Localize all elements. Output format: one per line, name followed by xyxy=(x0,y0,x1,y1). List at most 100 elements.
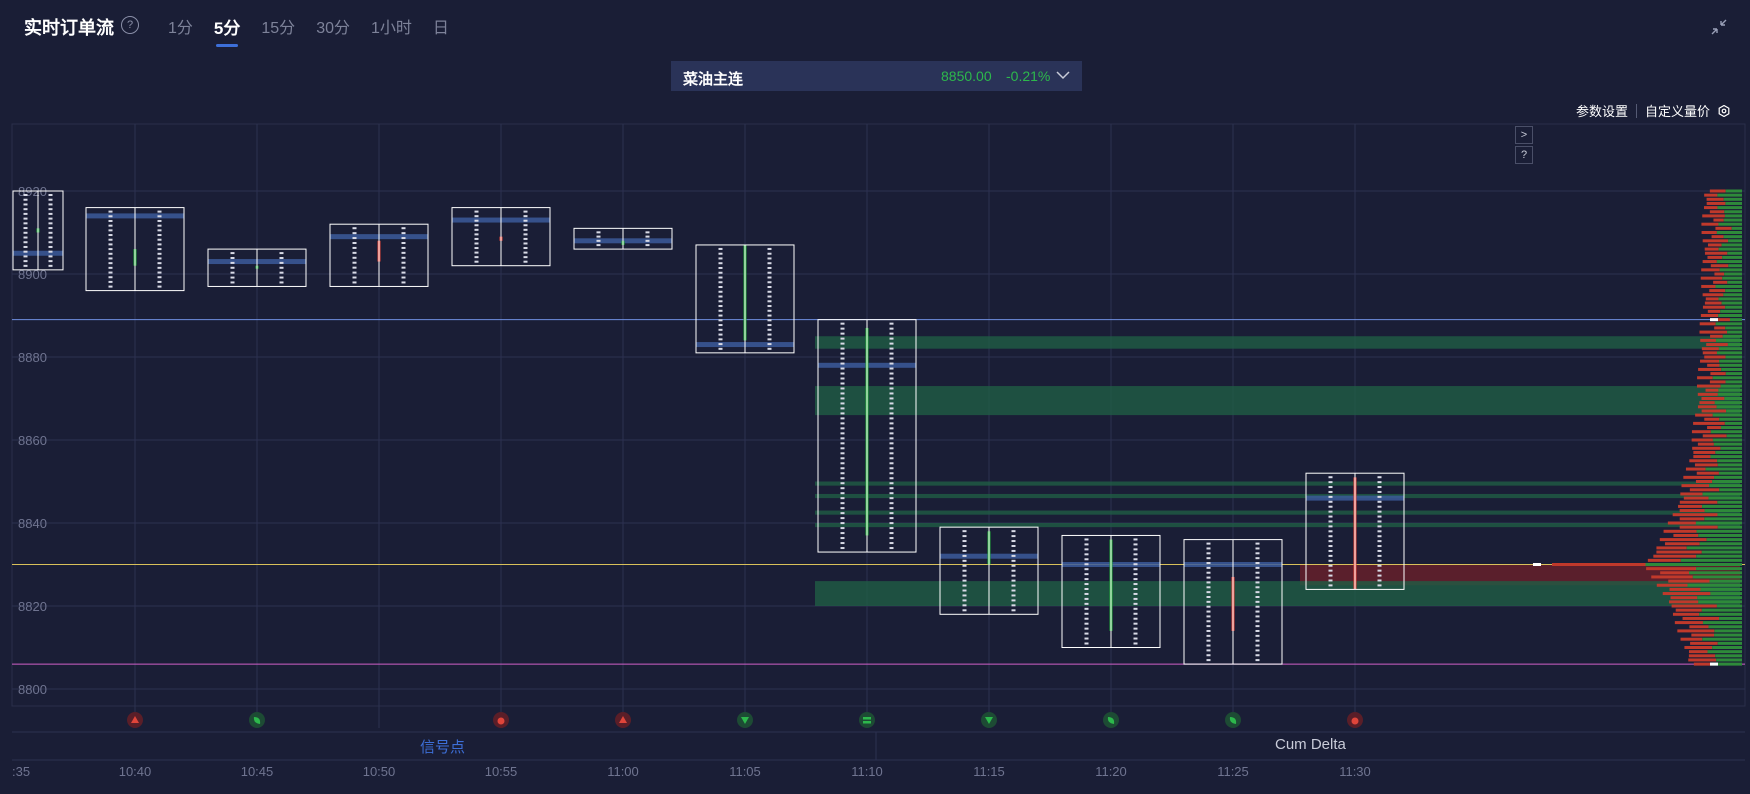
bid-volume-cell xyxy=(1328,500,1333,503)
bid-volume-cell xyxy=(230,256,235,259)
footprint-bar xyxy=(12,190,64,271)
ask-volume-cell xyxy=(1255,625,1260,628)
tab-1min[interactable]: 1分 xyxy=(168,20,193,37)
ask-volume-cell xyxy=(1011,564,1016,567)
ask-volume-cell xyxy=(1011,540,1016,543)
volume-profile-buy xyxy=(1721,243,1742,247)
ask-volume-cell xyxy=(1255,591,1260,594)
volume-profile-buy xyxy=(1708,625,1742,629)
bid-volume-cell xyxy=(23,208,28,211)
bid-volume-cell xyxy=(840,347,845,350)
bid-volume-cell xyxy=(352,246,357,249)
bid-volume-cell xyxy=(1328,569,1333,572)
symbol-selector[interactable]: 菜油主连 8850.00 -0.21% xyxy=(671,61,1082,91)
volume-profile-buy xyxy=(1717,459,1742,463)
params-settings-link[interactable]: 参数设置 xyxy=(1575,104,1628,119)
expand-panel-button[interactable]: > xyxy=(1515,126,1533,144)
tab-15min[interactable]: 15分 xyxy=(261,20,296,37)
x-tick-label: 10:40 xyxy=(119,764,152,779)
volume-profile-buy xyxy=(1722,334,1742,338)
volume-profile-buy xyxy=(1695,521,1742,525)
collapse-icon[interactable] xyxy=(1710,18,1728,36)
volume-profile-buy xyxy=(1721,301,1742,305)
ask-volume-cell xyxy=(767,271,772,274)
volume-profile-sell xyxy=(1693,455,1711,459)
bid-volume-cell xyxy=(108,262,113,265)
ask-volume-cell xyxy=(1011,569,1016,572)
arrow-up-icon xyxy=(619,716,627,723)
ask-volume-cell xyxy=(645,244,650,247)
custom-volume-price-link[interactable]: 自定义量价 xyxy=(1644,104,1710,119)
volume-profile-buy xyxy=(1715,338,1742,342)
ask-volume-cell xyxy=(1377,549,1382,552)
footprint-bar xyxy=(207,248,307,287)
volume-profile-sell xyxy=(1703,206,1718,210)
volume-profile-buy xyxy=(1700,587,1742,591)
ask-volume-cell xyxy=(767,338,772,341)
help-icon[interactable]: ? xyxy=(121,16,139,34)
ask-volume-cell xyxy=(767,305,772,308)
ask-volume-cell xyxy=(767,328,772,331)
ask-volume-cell xyxy=(889,352,894,355)
chart-help-button[interactable]: ? xyxy=(1515,146,1533,164)
gear-icon[interactable] xyxy=(1718,104,1730,117)
y-tick-label: 8860 xyxy=(18,433,47,448)
ask-volume-cell xyxy=(523,219,528,222)
signal-legend[interactable]: 信号点 xyxy=(420,739,466,756)
ask-volume-cell xyxy=(1377,584,1382,587)
ask-volume-cell xyxy=(48,250,53,253)
ask-volume-cell xyxy=(889,507,894,510)
volume-profile-sell xyxy=(1689,488,1720,492)
ask-volume-cell xyxy=(1011,599,1016,602)
ask-volume-cell xyxy=(889,377,894,380)
cum-delta-legend[interactable]: Cum Delta xyxy=(1275,736,1346,753)
ask-volume-cell xyxy=(157,266,162,269)
volume-profile-sell xyxy=(1702,351,1717,355)
bid-volume-cell xyxy=(1084,627,1089,630)
tab-5min[interactable]: 5分 xyxy=(214,14,240,47)
volume-profile-sell xyxy=(1674,621,1703,625)
symbol-price: 8850.00 xyxy=(941,68,992,84)
volume-profile-sell xyxy=(1699,401,1715,405)
ask-volume-cell xyxy=(1255,659,1260,662)
tab-day[interactable]: 日 xyxy=(432,20,449,37)
bid-volume-cell xyxy=(474,228,479,231)
ask-volume-cell xyxy=(767,309,772,312)
bid-volume-cell xyxy=(108,215,113,218)
volume-profile-buy xyxy=(1727,343,1742,347)
volume-profile-buy xyxy=(1710,662,1742,666)
ask-volume-cell xyxy=(1377,515,1382,518)
bid-volume-cell xyxy=(230,276,235,279)
volume-profile-sell xyxy=(1697,392,1718,396)
bid-volume-cell xyxy=(718,305,723,308)
x-tick-label: 11:25 xyxy=(1217,764,1249,779)
tab-1hour[interactable]: 1小时 xyxy=(371,20,412,37)
volume-profile-sell xyxy=(1701,347,1719,351)
volume-profile-buy xyxy=(1718,388,1742,392)
volume-profile-buy xyxy=(1715,654,1742,658)
volume-profile-sell xyxy=(1552,563,1646,566)
ask-volume-cell xyxy=(1133,553,1138,556)
bid-volume-cell xyxy=(718,281,723,284)
tab-30min[interactable]: 30分 xyxy=(316,20,350,37)
ask-volume-cell xyxy=(767,286,772,289)
bid-volume-cell xyxy=(352,241,357,244)
bid-volume-cell xyxy=(474,251,479,254)
ask-volume-cell xyxy=(1011,549,1016,552)
arrow-up-icon xyxy=(131,716,139,723)
chevron-down-icon[interactable] xyxy=(1056,68,1070,82)
imbalance-zone xyxy=(815,336,1740,349)
volume-profile-buy xyxy=(1719,268,1742,272)
bid-volume-cell xyxy=(840,412,845,415)
volume-profile-buy xyxy=(1723,293,1742,297)
bid-volume-cell xyxy=(840,522,845,525)
volume-profile-buy xyxy=(1717,513,1742,517)
bid-volume-cell xyxy=(840,472,845,475)
volume-profile-sell xyxy=(1704,301,1722,305)
volume-profile-buy xyxy=(1692,575,1742,579)
volume-profile-sell xyxy=(1707,363,1720,367)
bid-volume-cell xyxy=(352,261,357,264)
ask-volume-cell xyxy=(889,532,894,535)
ask-volume-cell xyxy=(889,502,894,505)
ask-volume-cell xyxy=(157,248,162,251)
